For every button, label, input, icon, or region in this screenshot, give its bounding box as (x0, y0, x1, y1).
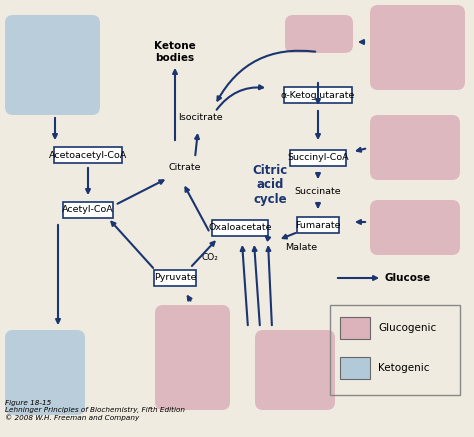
Text: Malate: Malate (285, 243, 317, 253)
Text: Glucogenic: Glucogenic (378, 323, 436, 333)
Text: Citric
acid
cycle: Citric acid cycle (252, 163, 288, 207)
FancyBboxPatch shape (5, 330, 85, 415)
Text: Pyruvate: Pyruvate (154, 274, 196, 282)
Text: Citrate: Citrate (169, 163, 201, 173)
FancyBboxPatch shape (340, 357, 370, 379)
FancyBboxPatch shape (290, 150, 346, 166)
FancyBboxPatch shape (297, 217, 339, 233)
Text: Oxaloacetate: Oxaloacetate (208, 223, 272, 232)
Text: Succinate: Succinate (295, 187, 341, 197)
Text: Ketone
bodies: Ketone bodies (154, 41, 196, 63)
Text: Acetyl-CoA: Acetyl-CoA (62, 205, 114, 215)
Text: Ketogenic: Ketogenic (378, 363, 429, 373)
FancyBboxPatch shape (284, 87, 352, 103)
FancyBboxPatch shape (255, 330, 335, 410)
FancyBboxPatch shape (211, 220, 268, 236)
Text: Glucose: Glucose (385, 273, 431, 283)
FancyBboxPatch shape (370, 115, 460, 180)
FancyBboxPatch shape (370, 200, 460, 255)
FancyBboxPatch shape (370, 5, 465, 90)
Text: Succinyl-CoA: Succinyl-CoA (287, 153, 349, 163)
FancyBboxPatch shape (64, 202, 113, 218)
FancyBboxPatch shape (154, 270, 196, 286)
Text: Fumarate: Fumarate (295, 221, 341, 229)
FancyBboxPatch shape (340, 317, 370, 339)
Text: CO₂: CO₂ (201, 253, 219, 263)
Text: Figure 18-15
Lehninger Principles of Biochemistry, Fifth Edition
© 2008 W.H. Fre: Figure 18-15 Lehninger Principles of Bio… (5, 400, 185, 421)
FancyBboxPatch shape (54, 147, 122, 163)
Text: Acetoacetyl-CoA: Acetoacetyl-CoA (49, 150, 127, 160)
Text: Isocitrate: Isocitrate (178, 114, 222, 122)
FancyBboxPatch shape (5, 15, 100, 115)
FancyBboxPatch shape (285, 15, 353, 53)
Text: α-Ketoglutarate: α-Ketoglutarate (281, 90, 355, 100)
FancyBboxPatch shape (155, 305, 230, 410)
